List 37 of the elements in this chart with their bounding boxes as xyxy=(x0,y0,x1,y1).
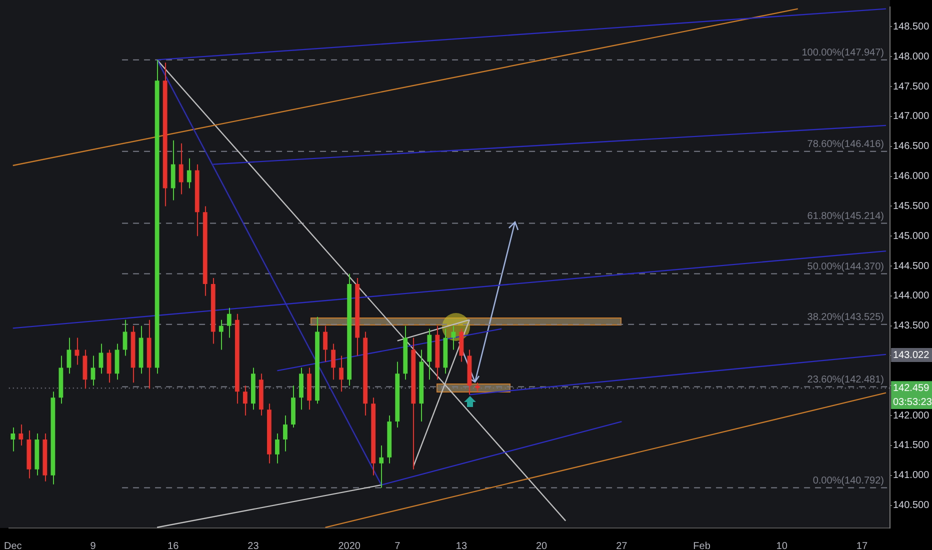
y-tick-label: 146.000 xyxy=(893,171,930,182)
x-tick-label: 13 xyxy=(456,540,468,550)
ref-line-label: 0.00%(140.792) xyxy=(812,476,884,487)
y-tick-label: 141.500 xyxy=(893,440,930,452)
y-tick-label: 145.500 xyxy=(893,200,930,212)
x-tick-label: 16 xyxy=(168,540,180,550)
y-tick-label: 142.000 xyxy=(893,410,930,422)
y-tick-label: 145.000 xyxy=(893,230,930,242)
x-tick-label: 10 xyxy=(776,540,788,550)
x-tick-label: Dec xyxy=(4,540,22,550)
x-tick-label: 17 xyxy=(856,540,868,550)
x-tick-label: 7 xyxy=(394,540,401,550)
y-tick-label: 147.500 xyxy=(893,81,930,92)
y-tick-label: 146.500 xyxy=(893,141,930,152)
x-tick-label: 27 xyxy=(616,540,628,550)
y-tick-label: 147.000 xyxy=(893,111,930,122)
x-tick-label: 9 xyxy=(90,540,96,550)
y-tick-label: 148.000 xyxy=(893,51,930,62)
x-tick-label: 2020 xyxy=(338,540,361,550)
ref-line-label: 38.20%(143.525) xyxy=(807,312,884,324)
ref-line-label: 100.00%(147.947) xyxy=(802,48,884,59)
ref-line-label: 142.459 xyxy=(893,382,930,394)
y-tick-label: 144.500 xyxy=(893,260,930,272)
y-tick-label: 144.000 xyxy=(893,290,930,302)
x-tick-label: 20 xyxy=(536,540,548,550)
y-tick-label: 148.500 xyxy=(893,21,930,32)
ref-line-label: 78.60%(146.416) xyxy=(807,139,884,150)
x-tick-label: Feb xyxy=(693,540,711,550)
y-tick-label: 141.000 xyxy=(893,470,930,482)
ref-line-label: 23.60%(142.481) xyxy=(807,374,884,386)
ref-line-label: 50.00%(144.370) xyxy=(807,262,884,273)
text: 03:53:23 xyxy=(893,396,932,408)
y-tick-label: 143.500 xyxy=(893,320,930,332)
ref-line-label: 61.80%(145.214) xyxy=(807,211,884,222)
text: 143.022 xyxy=(893,350,930,361)
y-tick-label: 140.500 xyxy=(893,500,930,512)
x-tick-label: 23 xyxy=(248,540,260,550)
